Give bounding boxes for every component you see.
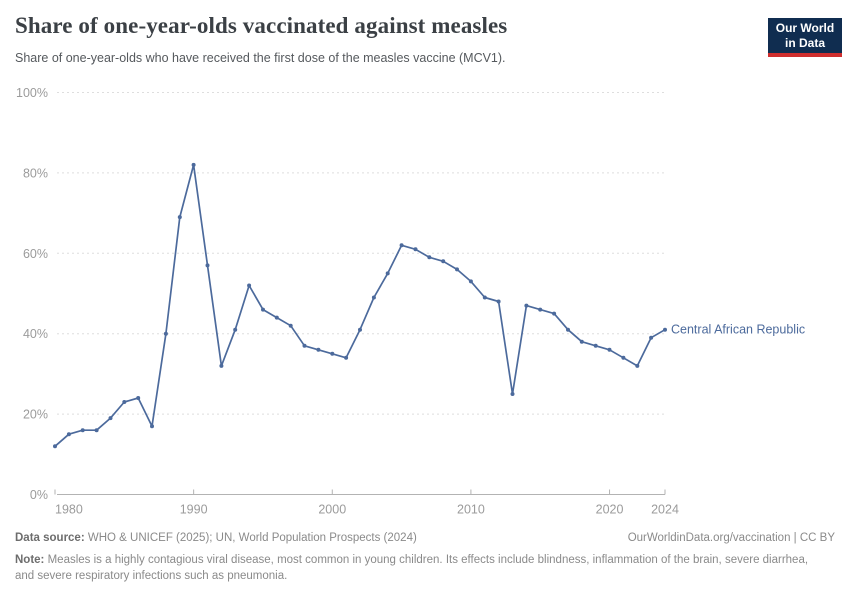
data-source-text: WHO & UNICEF (2025); UN, World Populatio…	[87, 532, 417, 544]
owid-logo: Our World in Data	[768, 18, 842, 57]
owid-logo-line1: Our World	[775, 20, 835, 35]
data-point[interactable]	[177, 215, 182, 220]
data-point[interactable]	[163, 331, 168, 336]
data-line	[54, 164, 666, 448]
data-point[interactable]	[316, 347, 321, 352]
data-point[interactable]	[510, 392, 515, 396]
x-tick-label: 2024	[651, 503, 679, 517]
data-point[interactable]	[482, 295, 487, 300]
x-tick-label: 1990	[180, 503, 208, 517]
x-tick-label: 2010	[457, 503, 485, 517]
data-point[interactable]	[136, 396, 141, 400]
data-point[interactable]	[468, 279, 473, 284]
data-point[interactable]	[233, 327, 238, 332]
data-source-label: Data source:	[15, 532, 85, 544]
x-tick-label: 1980	[55, 503, 83, 517]
x-tick-label: 2020	[596, 503, 624, 517]
data-point[interactable]	[427, 255, 432, 260]
series-end-label: Central African Republic	[671, 323, 805, 337]
line-chart[interactable]: 0% 20% 40% 60% 80% 100% 1980 1990 2000 2010 2020 20…	[0, 0, 850, 525]
data-point[interactable]	[413, 247, 418, 252]
data-point[interactable]	[205, 263, 210, 268]
license-link[interactable]: OurWorldinData.org/vaccination | CC BY	[627, 532, 835, 544]
data-point[interactable]	[274, 315, 279, 320]
data-point[interactable]	[302, 343, 307, 348]
data-point[interactable]	[385, 271, 390, 276]
data-point[interactable]	[288, 323, 293, 328]
data-point[interactable]	[593, 343, 598, 348]
y-tick-label: 60%	[23, 247, 48, 261]
page-title: Share of one-year-olds vaccinated agains…	[15, 13, 508, 38]
data-point[interactable]	[330, 351, 335, 356]
data-point[interactable]	[344, 355, 349, 360]
data-point[interactable]	[358, 327, 362, 332]
data-point[interactable]	[80, 428, 85, 433]
footer: Data source: WHO & UNICEF (2025); UN, Wo…	[15, 532, 835, 544]
data-point[interactable]	[261, 307, 265, 312]
owid-logo-line2: in Data	[784, 35, 825, 50]
y-tick-label: 80%	[23, 166, 48, 180]
data-point[interactable]	[538, 307, 543, 312]
data-point[interactable]	[150, 424, 154, 429]
data-point[interactable]	[108, 416, 113, 421]
data-point[interactable]	[621, 355, 626, 360]
note-label: Note:	[15, 554, 45, 566]
chart-note: Note: Measles is a highly contagious vir…	[15, 552, 821, 585]
data-point[interactable]	[122, 400, 127, 404]
data-point[interactable]	[191, 162, 196, 167]
data-point[interactable]	[399, 243, 404, 248]
data-point[interactable]	[566, 327, 570, 332]
data-point[interactable]	[219, 363, 224, 368]
x-tick-label: 2000	[318, 503, 346, 517]
data-point[interactable]	[371, 295, 376, 300]
data-point[interactable]	[455, 267, 459, 272]
y-tick-label: 40%	[23, 327, 48, 341]
data-point[interactable]	[635, 363, 640, 368]
data-point[interactable]	[552, 311, 557, 316]
data-source: Data source: WHO & UNICEF (2025); UN, Wo…	[15, 532, 417, 544]
data-point[interactable]	[66, 432, 71, 437]
y-tick-label: 20%	[23, 408, 48, 422]
y-tick-label: 100%	[16, 86, 48, 100]
data-point[interactable]	[53, 444, 57, 449]
chart-subtitle: Share of one-year-olds who have received…	[15, 51, 506, 65]
y-tick-label: 0%	[30, 488, 48, 502]
data-point[interactable]	[247, 283, 252, 288]
data-point[interactable]	[94, 428, 99, 433]
data-point[interactable]	[649, 335, 654, 340]
data-point[interactable]	[663, 327, 667, 332]
data-point[interactable]	[441, 259, 446, 264]
data-point[interactable]	[607, 347, 612, 352]
data-point[interactable]	[496, 299, 501, 304]
data-point[interactable]	[579, 339, 584, 344]
note-text: Measles is a highly contagious viral dis…	[15, 554, 809, 583]
data-point[interactable]	[524, 303, 529, 308]
